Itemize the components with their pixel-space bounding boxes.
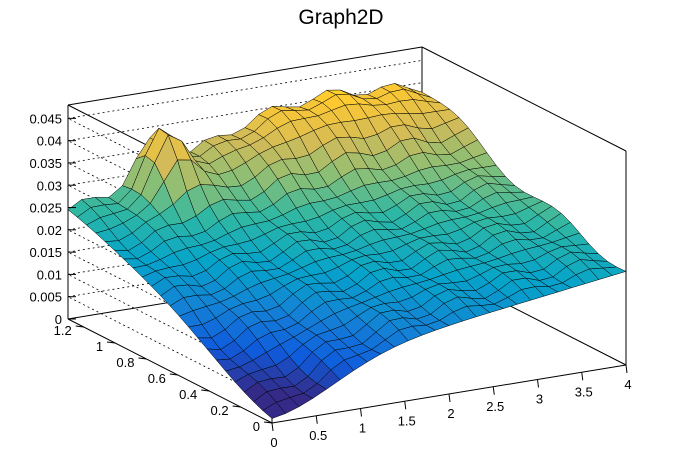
y-tick — [201, 389, 210, 392]
top-edge — [421, 46, 627, 152]
z-grid-line — [67, 274, 273, 379]
y-tick-label: 1.2 — [54, 323, 72, 338]
x-tick — [492, 386, 495, 395]
z-tick-label: 0.035 — [29, 156, 62, 171]
x-tick — [625, 364, 628, 374]
y-tick — [263, 421, 273, 424]
surface-mesh — [67, 83, 627, 419]
z-grid-line — [67, 251, 273, 357]
y-tick — [107, 341, 116, 344]
z-tick-label: 0.045 — [29, 111, 62, 126]
x-tick — [315, 415, 318, 424]
x-tick-label: 0 — [270, 435, 277, 450]
z-grid-line — [67, 140, 273, 246]
top-edge — [67, 46, 423, 106]
y-tick-label: 1 — [96, 339, 103, 354]
x-tick — [404, 401, 407, 410]
z-tick-label: 0.005 — [29, 290, 62, 305]
z-axis: 0 0.005 0.01 0.015 0.02 0.025 0.03 0.035 0.04 0.0… — [29, 111, 76, 327]
y-tick-label: 0.2 — [211, 403, 229, 418]
z-tick-label: 0.01 — [37, 267, 62, 282]
x-tick — [271, 422, 274, 432]
x-axis: 0 0.5 1 1.5 2 2.5 3 3.5 4 — [270, 364, 632, 450]
x-tick — [537, 379, 539, 388]
floor-edge — [67, 318, 273, 424]
z-tick-label: 0.025 — [29, 201, 62, 216]
chart-title: Graph2D — [298, 6, 383, 29]
x-tick-label: 2.5 — [486, 399, 504, 414]
y-tick — [75, 325, 84, 328]
x-tick — [360, 408, 362, 417]
z-grid-line — [67, 162, 273, 268]
y-tick — [169, 373, 178, 376]
z-tick-label: 0.015 — [29, 245, 62, 260]
x-tick-label: 3 — [536, 392, 543, 407]
x-tick-label: 0.5 — [309, 428, 327, 443]
z-tick-label: 0.04 — [37, 134, 62, 149]
z-grid-line — [67, 296, 273, 402]
surface-cell — [602, 266, 627, 276]
y-tick — [138, 357, 147, 360]
y-axis: 0 0.2 0.4 0.6 0.8 1 1.2 — [54, 323, 273, 434]
y-tick — [232, 405, 241, 408]
y-tick-label: 0 — [253, 419, 260, 434]
x-tick — [448, 393, 451, 403]
y-tick-label: 0.8 — [116, 355, 134, 370]
x-tick — [581, 372, 584, 381]
x-tick-label: 1 — [359, 421, 366, 436]
z-tick-label: 0 — [55, 312, 62, 327]
y-tick-label: 0.4 — [179, 387, 197, 402]
y-tick-label: 0.6 — [148, 371, 166, 386]
x-tick-label: 1.5 — [398, 413, 416, 428]
x-tick-label: 4 — [624, 377, 631, 392]
x-tick-label: 2 — [447, 406, 454, 421]
z-grid-line — [67, 118, 273, 223]
z-tick-label: 0.03 — [37, 178, 62, 193]
z-grid-line — [67, 229, 273, 335]
z-tick-label: 0.02 — [37, 223, 62, 238]
x-tick-label: 3.5 — [575, 384, 593, 399]
